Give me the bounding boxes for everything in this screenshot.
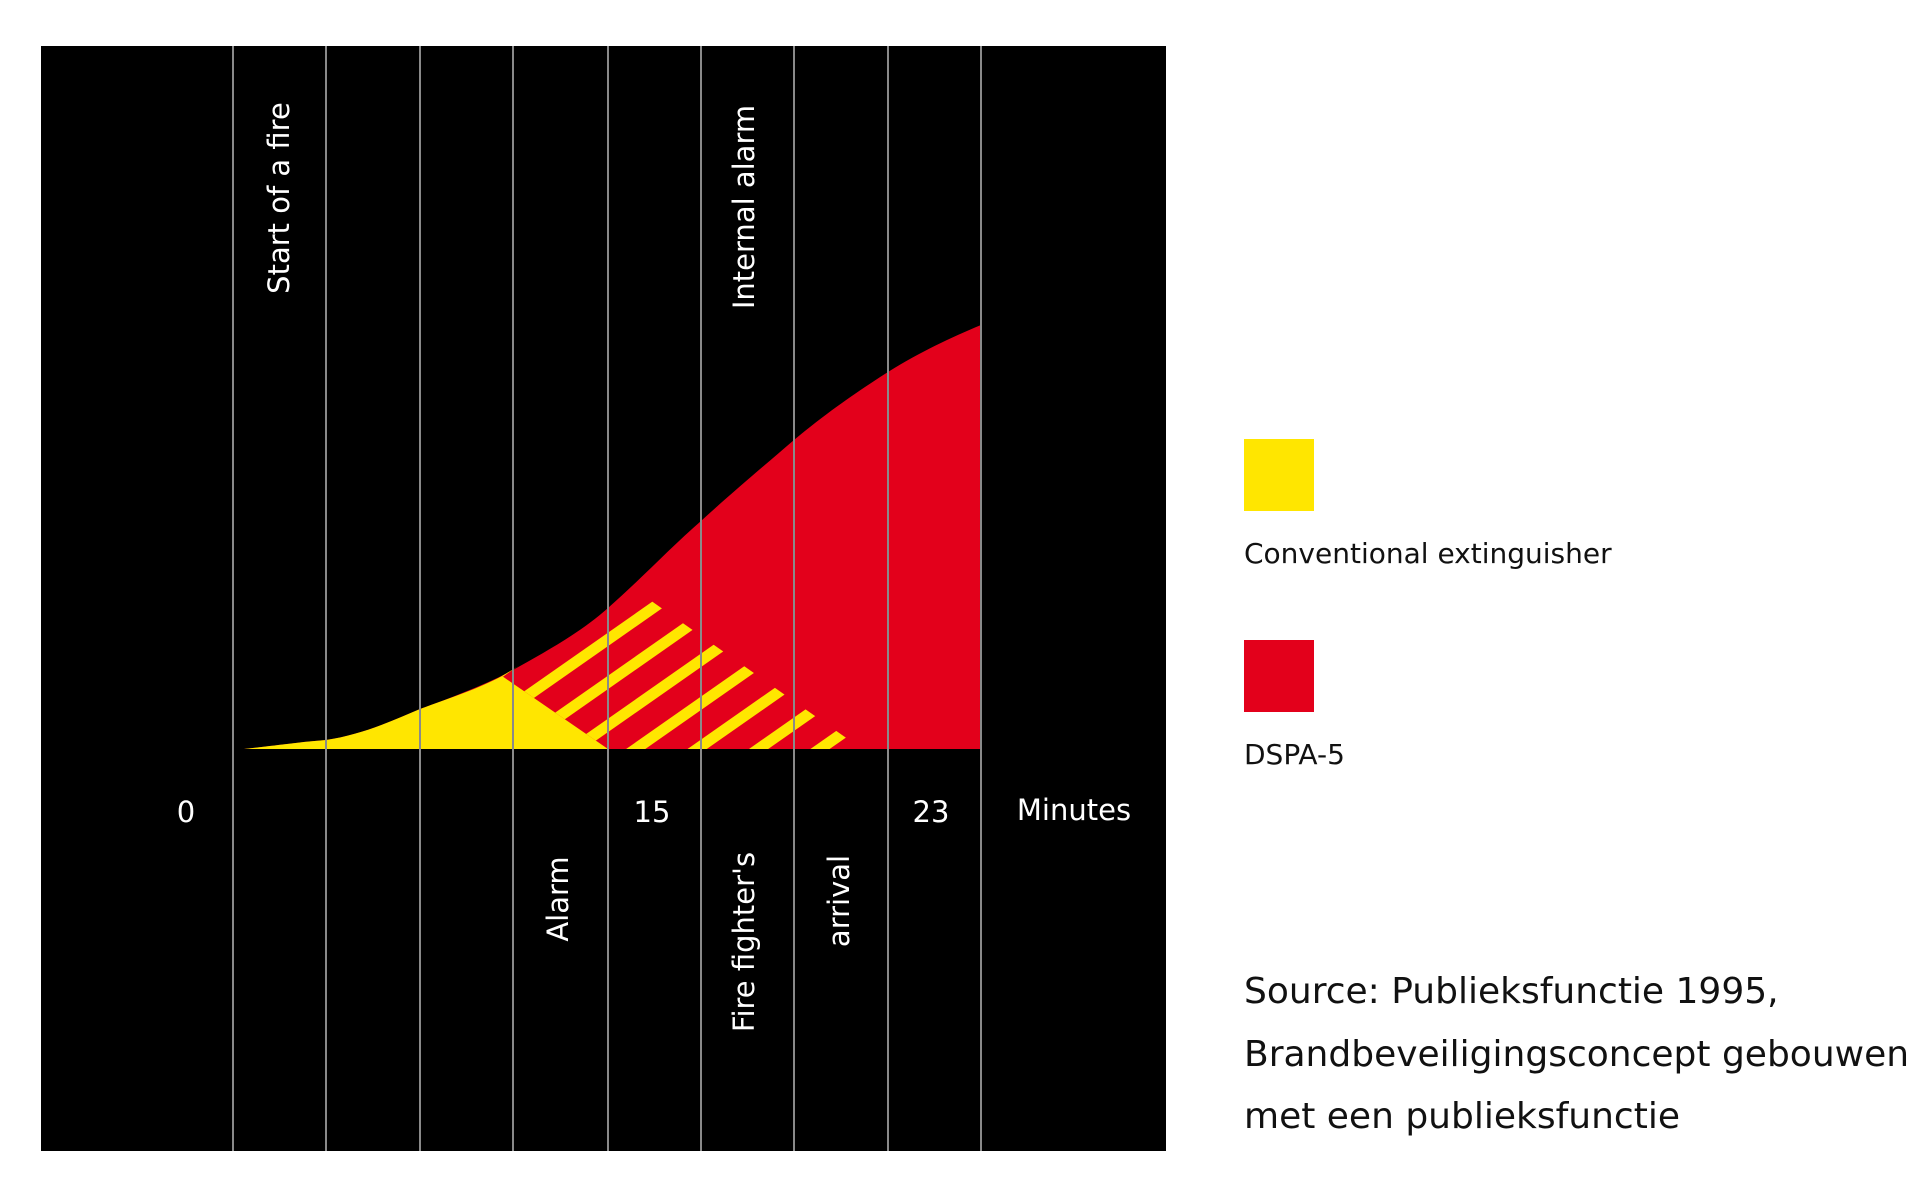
legend-label: DSPA-5 (1244, 738, 1345, 771)
conventional-area (244, 676, 608, 749)
legend-label: Conventional extinguisher (1244, 537, 1612, 570)
unit-label: Minutes (1017, 793, 1131, 827)
time-lines (232, 46, 982, 1151)
event-label: arrival (822, 855, 856, 947)
source-line: met een publieksfunctie (1244, 1096, 1680, 1137)
event-label: Start of a fire (262, 102, 296, 294)
legend-swatch (1244, 640, 1314, 712)
tick-label: 0 (177, 795, 195, 829)
event-label: Alarm (541, 856, 575, 941)
source-line: Source: Publieksfunctie 1995, (1244, 971, 1779, 1012)
legend-swatch (1244, 439, 1314, 511)
source-line: Brandbeveiligingsconcept gebouwen (1244, 1034, 1909, 1075)
dspa-area (244, 325, 981, 749)
event-label: Internal alarm (727, 105, 761, 309)
event-label: Fire fighter's (727, 852, 761, 1032)
tick-label: 15 (634, 795, 671, 829)
chart-panel (41, 46, 1166, 1151)
tick-label: 23 (913, 795, 950, 829)
